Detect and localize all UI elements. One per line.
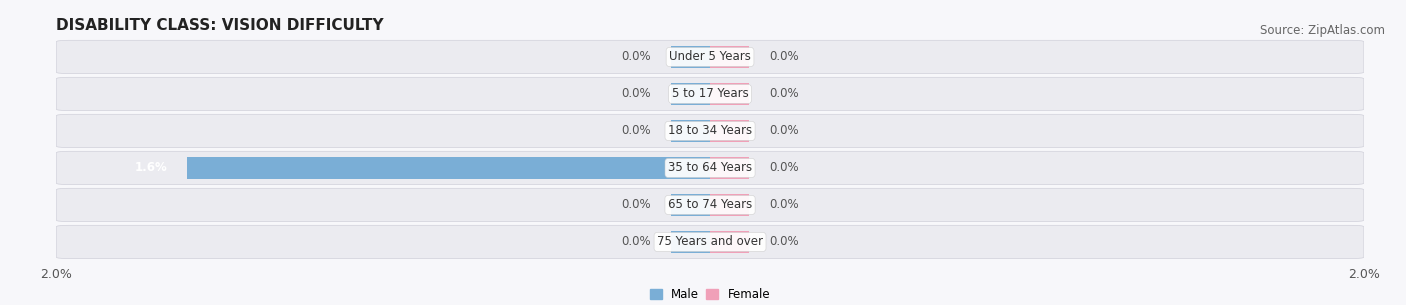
Bar: [710, 157, 749, 179]
Bar: [187, 157, 710, 179]
Text: 0.0%: 0.0%: [621, 199, 651, 211]
FancyBboxPatch shape: [56, 77, 1364, 111]
Bar: [671, 231, 710, 253]
Bar: [710, 83, 749, 105]
Text: DISABILITY CLASS: VISION DIFFICULTY: DISABILITY CLASS: VISION DIFFICULTY: [56, 18, 384, 33]
Text: 0.0%: 0.0%: [621, 235, 651, 249]
Text: 35 to 64 Years: 35 to 64 Years: [668, 161, 752, 174]
Text: 75 Years and over: 75 Years and over: [657, 235, 763, 249]
Text: Source: ZipAtlas.com: Source: ZipAtlas.com: [1260, 24, 1385, 38]
Text: 0.0%: 0.0%: [769, 161, 799, 174]
Text: 1.6%: 1.6%: [135, 161, 167, 174]
Text: 0.0%: 0.0%: [769, 88, 799, 100]
Bar: [671, 194, 710, 216]
Bar: [671, 46, 710, 68]
Text: 0.0%: 0.0%: [621, 124, 651, 138]
FancyBboxPatch shape: [56, 40, 1364, 74]
Legend: Male, Female: Male, Female: [645, 284, 775, 305]
Text: 0.0%: 0.0%: [769, 235, 799, 249]
Bar: [710, 194, 749, 216]
Text: Under 5 Years: Under 5 Years: [669, 50, 751, 63]
Bar: [671, 83, 710, 105]
FancyBboxPatch shape: [56, 225, 1364, 259]
FancyBboxPatch shape: [56, 151, 1364, 185]
Text: 18 to 34 Years: 18 to 34 Years: [668, 124, 752, 138]
Text: 0.0%: 0.0%: [769, 50, 799, 63]
Bar: [710, 231, 749, 253]
Text: 0.0%: 0.0%: [621, 50, 651, 63]
Text: 0.0%: 0.0%: [769, 199, 799, 211]
FancyBboxPatch shape: [56, 188, 1364, 222]
Bar: [710, 46, 749, 68]
Text: 0.0%: 0.0%: [621, 88, 651, 100]
Text: 5 to 17 Years: 5 to 17 Years: [672, 88, 748, 100]
Text: 0.0%: 0.0%: [769, 124, 799, 138]
Text: 65 to 74 Years: 65 to 74 Years: [668, 199, 752, 211]
FancyBboxPatch shape: [56, 114, 1364, 148]
Bar: [671, 120, 710, 142]
Bar: [710, 120, 749, 142]
